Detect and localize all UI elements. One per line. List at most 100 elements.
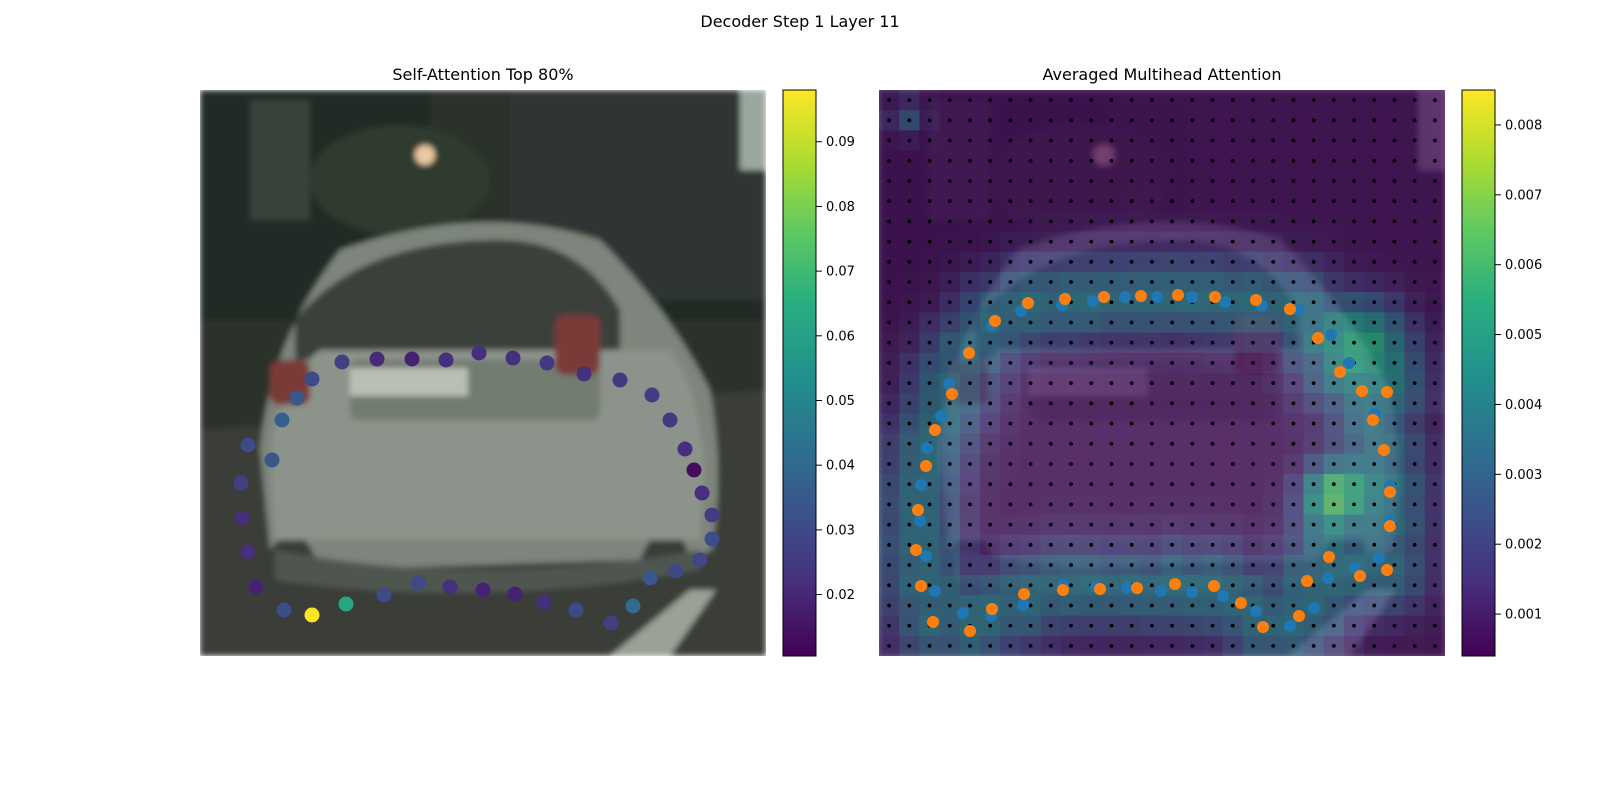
grid-dot	[1069, 401, 1073, 406]
grid-dot	[1109, 219, 1114, 224]
grid-dot	[1190, 441, 1195, 446]
grid-dot	[927, 340, 932, 345]
grid-dot	[1311, 98, 1316, 103]
grid-dot	[1028, 563, 1033, 567]
grid-dot	[1271, 623, 1276, 628]
query-point-orange	[964, 625, 976, 637]
grid-dot	[1089, 563, 1094, 567]
grid-dot	[1412, 118, 1417, 123]
grid-dot	[1352, 421, 1356, 426]
grid-dot	[1190, 381, 1195, 386]
grid-dot	[1291, 239, 1296, 244]
grid-dot	[1432, 300, 1437, 305]
grid-dot	[1210, 280, 1215, 284]
attention-point	[471, 345, 487, 361]
grid-dot	[1069, 441, 1073, 446]
grid-dot	[1190, 360, 1195, 365]
grid-dot	[968, 381, 972, 386]
grid-dot	[1331, 502, 1336, 507]
grid-dot	[1251, 179, 1255, 183]
grid-dot	[1291, 482, 1296, 487]
grid-dot	[1311, 441, 1316, 446]
grid-dot	[1170, 158, 1175, 163]
grid-dot	[1190, 158, 1195, 163]
grid-dot	[1372, 259, 1377, 264]
grid-dot	[1129, 360, 1134, 365]
grid-dot	[1109, 623, 1114, 628]
grid-dot	[907, 118, 912, 123]
grid-dot	[1251, 280, 1255, 284]
attention-point	[694, 485, 710, 501]
grid-dot	[1008, 179, 1013, 183]
grid-dot	[1149, 421, 1154, 426]
grid-dot	[887, 360, 892, 365]
grid-dot	[927, 259, 932, 264]
grid-dot	[1129, 138, 1134, 143]
grid-dot	[1109, 381, 1114, 386]
grid-dot	[1230, 462, 1235, 466]
grid-dot	[1412, 542, 1417, 547]
query-point-orange	[1293, 610, 1305, 622]
grid-dot	[1251, 118, 1255, 123]
grid-dot	[1210, 239, 1215, 244]
grid-dot	[1412, 381, 1417, 386]
grid-dot	[1170, 502, 1175, 507]
grid-dot	[907, 98, 912, 103]
grid-dot	[1372, 320, 1377, 325]
attention-point	[704, 531, 720, 547]
grid-dot	[1089, 138, 1094, 143]
grid-dot	[1251, 158, 1255, 163]
grid-dot	[887, 98, 892, 103]
grid-dot	[907, 158, 912, 163]
grid-dot	[968, 158, 972, 163]
grid-dot	[887, 219, 892, 224]
grid-dot	[1109, 259, 1114, 264]
attention-point	[376, 587, 392, 603]
attention-point	[475, 582, 491, 598]
attention-point	[304, 371, 320, 387]
grid-dot	[907, 219, 912, 224]
grid-dot	[1109, 138, 1114, 143]
attention-point	[274, 412, 290, 428]
grid-dot	[1352, 441, 1356, 446]
grid-dot	[1251, 199, 1255, 204]
grid-dot	[1129, 219, 1134, 224]
query-point-orange	[1135, 290, 1147, 302]
grid-dot	[1170, 219, 1175, 224]
colorbar-tick-label: 0.09	[826, 135, 855, 150]
grid-dot	[1048, 603, 1053, 608]
grid-dot	[988, 643, 993, 648]
grid-dot	[1230, 199, 1235, 204]
grid-dot	[1230, 502, 1235, 507]
grid-dot	[1230, 522, 1235, 527]
grid-dot	[1048, 239, 1053, 244]
query-point-orange	[946, 388, 958, 400]
grid-dot	[1089, 542, 1094, 547]
grid-dot	[1089, 401, 1094, 406]
grid-dot	[947, 623, 952, 628]
grid-dot	[1190, 563, 1195, 567]
attention-point	[625, 598, 641, 614]
grid-dot	[1170, 623, 1175, 628]
grid-dot	[1372, 199, 1377, 204]
grid-dot	[1372, 623, 1377, 628]
grid-dot	[1412, 199, 1417, 204]
query-point-orange	[1381, 386, 1393, 398]
grid-dot	[1048, 320, 1053, 325]
attention-point	[677, 441, 693, 457]
grid-dot	[1331, 158, 1336, 163]
grid-dot	[1271, 98, 1276, 103]
grid-dot	[1028, 98, 1033, 103]
grid-dot	[1291, 138, 1296, 143]
grid-dot	[1311, 199, 1316, 204]
grid-dot	[1210, 603, 1215, 608]
grid-dot	[1412, 482, 1417, 487]
grid-dot	[1331, 179, 1336, 183]
grid-dot	[1109, 462, 1114, 466]
grid-dot	[1372, 643, 1377, 648]
grid-dot	[887, 401, 892, 406]
grid-dot	[927, 118, 932, 123]
grid-dot	[1352, 259, 1356, 264]
grid-dot	[1109, 239, 1114, 244]
grid-dot	[1190, 502, 1195, 507]
